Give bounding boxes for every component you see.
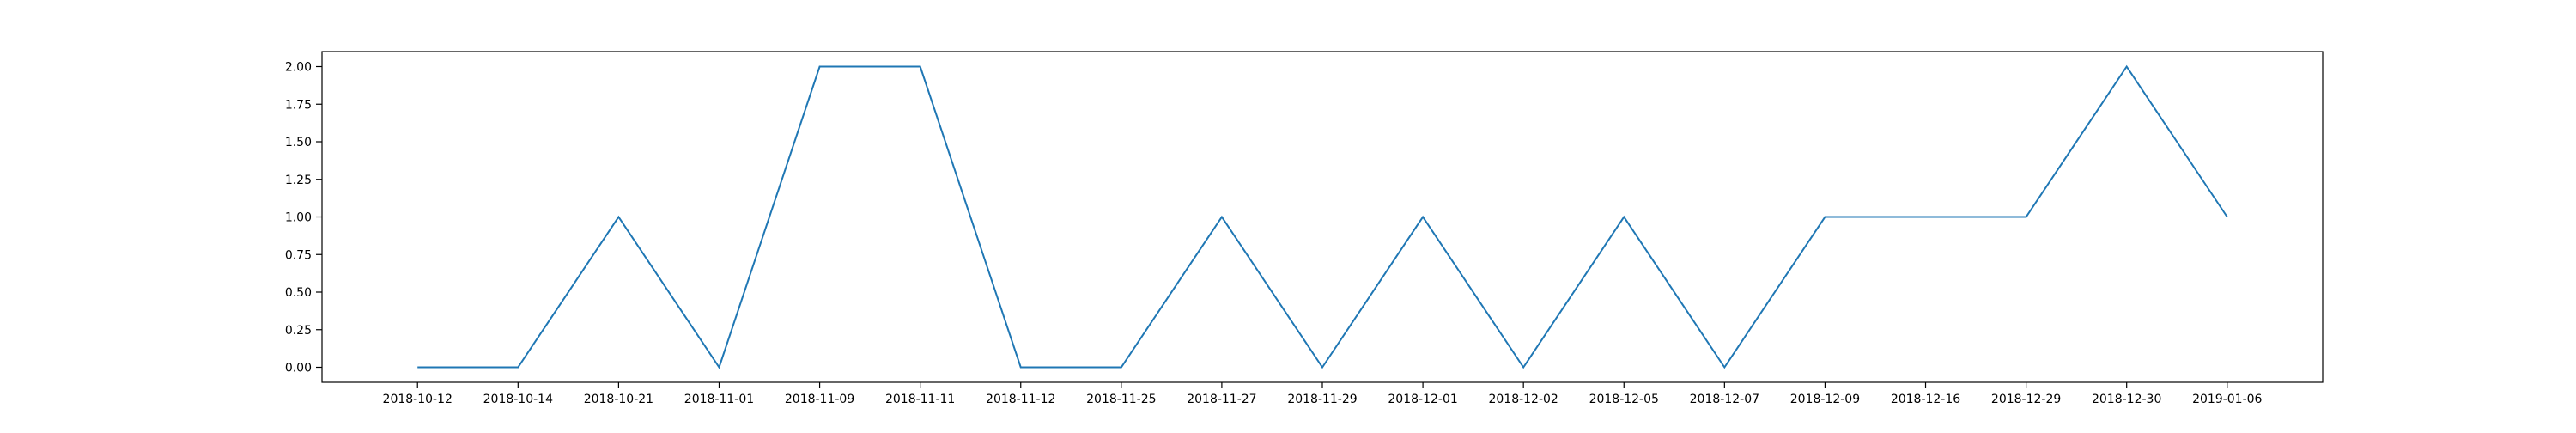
x-tick-label: 2018-11-27 <box>1187 393 1256 406</box>
y-tick-label: 2.00 <box>285 61 312 75</box>
y-tick-label: 0.00 <box>285 362 312 375</box>
x-tick-label: 2018-11-12 <box>986 393 1055 406</box>
y-tick-label: 0.25 <box>285 324 312 338</box>
x-tick-label: 2019-01-06 <box>2192 393 2262 406</box>
x-tick-label: 2018-12-05 <box>1589 393 1659 406</box>
ticks-group: 0.00 0.25 0.50 0.75 1.00 1.25 1.50 1.75 2.00 2018… <box>285 61 2263 407</box>
x-tick-label: 2018-11-29 <box>1287 393 1357 406</box>
y-tick-label: 1.50 <box>285 136 312 149</box>
x-tick-label: 2018-12-01 <box>1388 393 1457 406</box>
x-tick-label: 2018-12-02 <box>1488 393 1558 406</box>
series-line <box>417 67 2227 368</box>
x-tick-label: 2018-12-09 <box>1790 393 1860 406</box>
series-group <box>417 66 2227 367</box>
x-tick-label: 2018-11-09 <box>785 393 854 406</box>
y-tick-label: 0.50 <box>285 286 312 300</box>
x-tick-label: 2018-10-21 <box>584 393 653 406</box>
y-tick-label: 1.25 <box>285 174 312 187</box>
y-tick-label: 0.75 <box>285 248 312 262</box>
x-tick-label: 2018-12-29 <box>1991 393 2061 406</box>
y-tick-label: 1.00 <box>285 211 312 225</box>
x-tick-label: 2018-10-12 <box>383 393 453 406</box>
x-tick-label: 2018-11-01 <box>684 393 754 406</box>
x-tick-label: 2018-11-25 <box>1086 393 1156 406</box>
x-tick-label: 2018-12-30 <box>2092 393 2161 406</box>
y-tick-label: 1.75 <box>285 98 312 112</box>
x-tick-label: 2018-12-16 <box>1891 393 1960 406</box>
x-tick-label: 2018-11-11 <box>885 393 955 406</box>
x-tick-label: 2018-10-14 <box>483 393 553 406</box>
x-tick-label: 2018-12-07 <box>1690 393 1759 406</box>
